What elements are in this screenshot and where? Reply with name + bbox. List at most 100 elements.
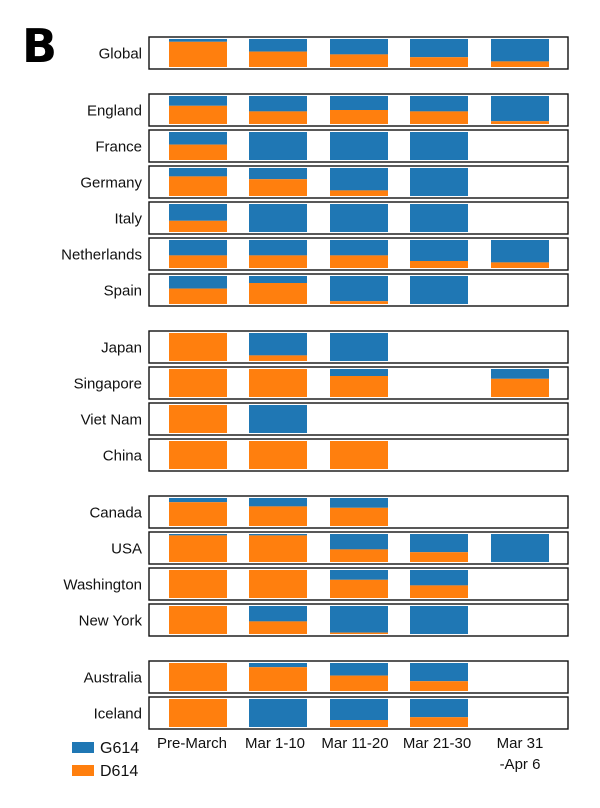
row-frame-italy (148, 201, 569, 235)
row-canada: Canada (89, 495, 569, 529)
bar-g614-england-4 (491, 96, 549, 122)
bar-d614-australia-0 (169, 663, 227, 691)
bar-d614-germany-2 (330, 190, 388, 196)
bar-g614-germany-1 (249, 168, 307, 180)
row-china: China (103, 438, 569, 472)
row-label-washington: Washington (63, 577, 142, 594)
bar-d614-netherlands-1 (249, 255, 307, 268)
row-frame-canada (148, 495, 569, 529)
bar-d614-england-4 (491, 121, 549, 124)
bar-g614-england-1 (249, 96, 307, 112)
row-england: England (87, 93, 569, 127)
row-label-usa: USA (111, 541, 142, 558)
bar-d614-new-york-2 (330, 632, 388, 634)
bar-g614-australia-1 (249, 663, 307, 668)
row-label-new-york: New York (79, 613, 143, 630)
region-rows: Global England France Germany Italy Netherlan… (61, 36, 569, 730)
legend-swatch-d614 (72, 765, 94, 776)
bar-d614-england-0 (169, 105, 227, 124)
row-label-netherlands: Netherlands (61, 247, 142, 264)
bar-g614-spain-1 (249, 276, 307, 283)
bar-g614-france-0 (169, 132, 227, 145)
row-global: Global (99, 36, 569, 70)
row-singapore: Singapore (74, 366, 569, 400)
bar-d614-netherlands-2 (330, 255, 388, 268)
legend: G614 D614 (72, 740, 139, 780)
bar-d614-china-2 (330, 441, 388, 469)
row-label-global: Global (99, 46, 142, 63)
bar-d614-usa-3 (410, 552, 468, 562)
row-label-china: China (103, 448, 143, 465)
row-label-canada: Canada (89, 505, 142, 522)
bar-d614-washington-3 (410, 585, 468, 598)
bar-g614-washington-3 (410, 570, 468, 586)
bar-g614-england-2 (330, 96, 388, 110)
bar-g614-netherlands-0 (169, 240, 227, 256)
bar-g614-canada-0 (169, 498, 227, 503)
bar-g614-iceland-1 (249, 699, 307, 727)
bar-d614-viet-nam-0 (169, 405, 227, 433)
bar-g614-netherlands-1 (249, 240, 307, 256)
row-frame-spain (148, 273, 569, 307)
bar-g614-new-york-1 (249, 606, 307, 622)
bar-d614-iceland-3 (410, 717, 468, 727)
bar-g614-france-2 (330, 132, 388, 160)
bar-g614-germany-2 (330, 168, 388, 191)
x-axis-labels: Pre-March Mar 1-10 Mar 11-20 Mar 21-30 Mar 3… (157, 735, 543, 773)
row-label-germany: Germany (80, 175, 142, 192)
bar-g614-netherlands-2 (330, 240, 388, 256)
bar-g614-italy-1 (249, 204, 307, 232)
bar-g614-spain-2 (330, 276, 388, 302)
bar-g614-global-0 (169, 39, 227, 42)
bar-d614-germany-1 (249, 179, 307, 196)
x-tick-label-0: Pre-March (157, 735, 227, 752)
bar-g614-global-4 (491, 39, 549, 62)
row-frame-washington (148, 567, 569, 601)
bar-d614-iceland-2 (330, 720, 388, 727)
x-tick-label-2: Mar 11-20 (321, 735, 388, 752)
legend-swatch-g614 (72, 742, 94, 753)
row-frame-england (148, 93, 569, 127)
bar-g614-france-1 (249, 132, 307, 160)
row-france: France (95, 129, 569, 163)
bar-d614-france-0 (169, 144, 227, 160)
legend-label-d614: D614 (100, 763, 138, 780)
bar-g614-england-0 (169, 96, 227, 106)
bar-d614-germany-0 (169, 176, 227, 196)
bar-d614-japan-0 (169, 333, 227, 361)
row-frame-new-york (148, 603, 569, 637)
row-frame-germany (148, 165, 569, 199)
bar-g614-england-3 (410, 96, 468, 112)
bar-g614-italy-3 (410, 204, 468, 232)
bar-d614-new-york-1 (249, 621, 307, 634)
bar-g614-france-3 (410, 132, 468, 160)
bar-g614-germany-3 (410, 168, 468, 196)
bar-d614-netherlands-3 (410, 261, 468, 268)
row-frame-france (148, 129, 569, 163)
row-italy: Italy (114, 201, 569, 235)
bar-d614-singapore-2 (330, 376, 388, 397)
row-frame-singapore (148, 366, 569, 400)
row-netherlands: Netherlands (61, 237, 569, 271)
row-label-singapore: Singapore (74, 376, 142, 393)
bar-d614-singapore-0 (169, 369, 227, 397)
bar-g614-iceland-2 (330, 699, 388, 720)
bar-d614-china-0 (169, 441, 227, 469)
bar-g614-usa-2 (330, 534, 388, 550)
bar-d614-singapore-4 (491, 378, 549, 397)
bar-g614-italy-2 (330, 204, 388, 232)
bar-g614-canada-2 (330, 498, 388, 508)
bar-g614-global-2 (330, 39, 388, 55)
bar-d614-usa-2 (330, 549, 388, 562)
row-label-iceland: Iceland (94, 706, 142, 723)
row-frame-japan (148, 330, 569, 364)
bar-d614-england-2 (330, 110, 388, 124)
bar-d614-global-0 (169, 41, 227, 67)
row-frame-global (148, 36, 569, 70)
x-tick-label-4-b: -Apr 6 (500, 756, 541, 773)
row-label-spain: Spain (104, 283, 142, 300)
row-australia: Australia (84, 660, 569, 694)
row-usa: USA (111, 531, 569, 565)
bar-d614-japan-1 (249, 355, 307, 361)
bar-d614-netherlands-4 (491, 262, 549, 268)
